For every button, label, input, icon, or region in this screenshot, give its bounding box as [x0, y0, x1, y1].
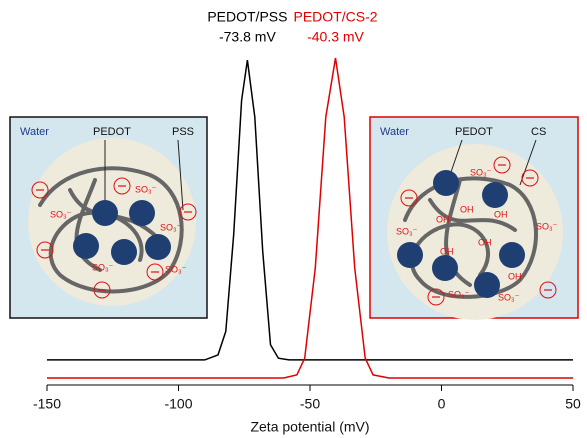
pedot-particle: [92, 200, 118, 226]
charge: [31, 181, 49, 199]
hydroxyl-label: OH: [478, 237, 492, 247]
x-tick-label: -150: [33, 396, 61, 412]
x-tick-label: -50: [300, 396, 320, 412]
x-axis-label: Zeta potential (mV): [250, 419, 369, 435]
ion-label: SO₃⁻: [448, 289, 470, 299]
hydroxyl-label: OH: [508, 271, 522, 281]
hydroxyl-label: OH: [494, 209, 508, 219]
hydroxyl-label: OH: [440, 246, 454, 256]
pedot-particle: [129, 200, 155, 226]
charge: [146, 263, 164, 281]
charge: [179, 203, 197, 221]
charge: [427, 288, 445, 306]
peak-label: -73.8 mV: [219, 29, 276, 45]
pointer: [519, 139, 537, 186]
ion-label: SO₃⁻: [50, 209, 72, 219]
pedot-particle: [397, 242, 423, 268]
pedot-particle: [499, 242, 525, 268]
label: PEDOT: [455, 126, 493, 138]
charge: [113, 177, 131, 195]
peak-label: -40.3 mV: [307, 29, 364, 45]
pedot-particle: [111, 239, 137, 265]
ion-label: SO₃⁻: [135, 184, 157, 194]
x-tick-label: 50: [565, 396, 581, 412]
ion-label: SO₃⁻: [92, 262, 114, 272]
series-line: [47, 57, 573, 379]
pedot-particle: [482, 182, 508, 208]
label: CS: [531, 126, 546, 138]
series-line: [47, 59, 573, 361]
ion-label: SO₃⁻: [470, 167, 492, 177]
hydroxyl-label: OH: [436, 214, 450, 224]
charge: [521, 169, 539, 187]
pedot-particle: [145, 234, 171, 260]
right-inset: Water PEDOT CS: [369, 116, 579, 320]
pedot-particle: [432, 255, 458, 281]
charge: [36, 241, 54, 259]
ion-label: SO₃⁻: [160, 222, 182, 232]
ion-label: SO₃⁻: [165, 264, 187, 274]
label: PSS: [172, 126, 194, 138]
pointer: [449, 139, 463, 176]
ion-label: SO₃⁻: [498, 292, 520, 302]
x-tick-label: 0: [438, 396, 446, 412]
ion-label: SO₃⁻: [536, 221, 558, 231]
pedot-particle: [474, 272, 500, 298]
x-tick-label: -100: [164, 396, 192, 412]
hydroxyl-label: OH: [460, 204, 474, 214]
pointer: [177, 139, 184, 211]
series-name: PEDOT/PSS: [207, 9, 287, 25]
charge: [539, 281, 557, 299]
charge: [93, 281, 111, 299]
series-name: PEDOT/CS-2: [294, 9, 378, 25]
pedot-particle: [73, 233, 99, 259]
pedot-particle: [433, 170, 459, 196]
label: Water: [20, 126, 49, 138]
label: Water: [380, 126, 409, 138]
ion-label: SO₃⁻: [396, 226, 418, 236]
label: PEDOT: [93, 126, 131, 138]
charge: [493, 156, 511, 174]
charge: [400, 189, 418, 207]
